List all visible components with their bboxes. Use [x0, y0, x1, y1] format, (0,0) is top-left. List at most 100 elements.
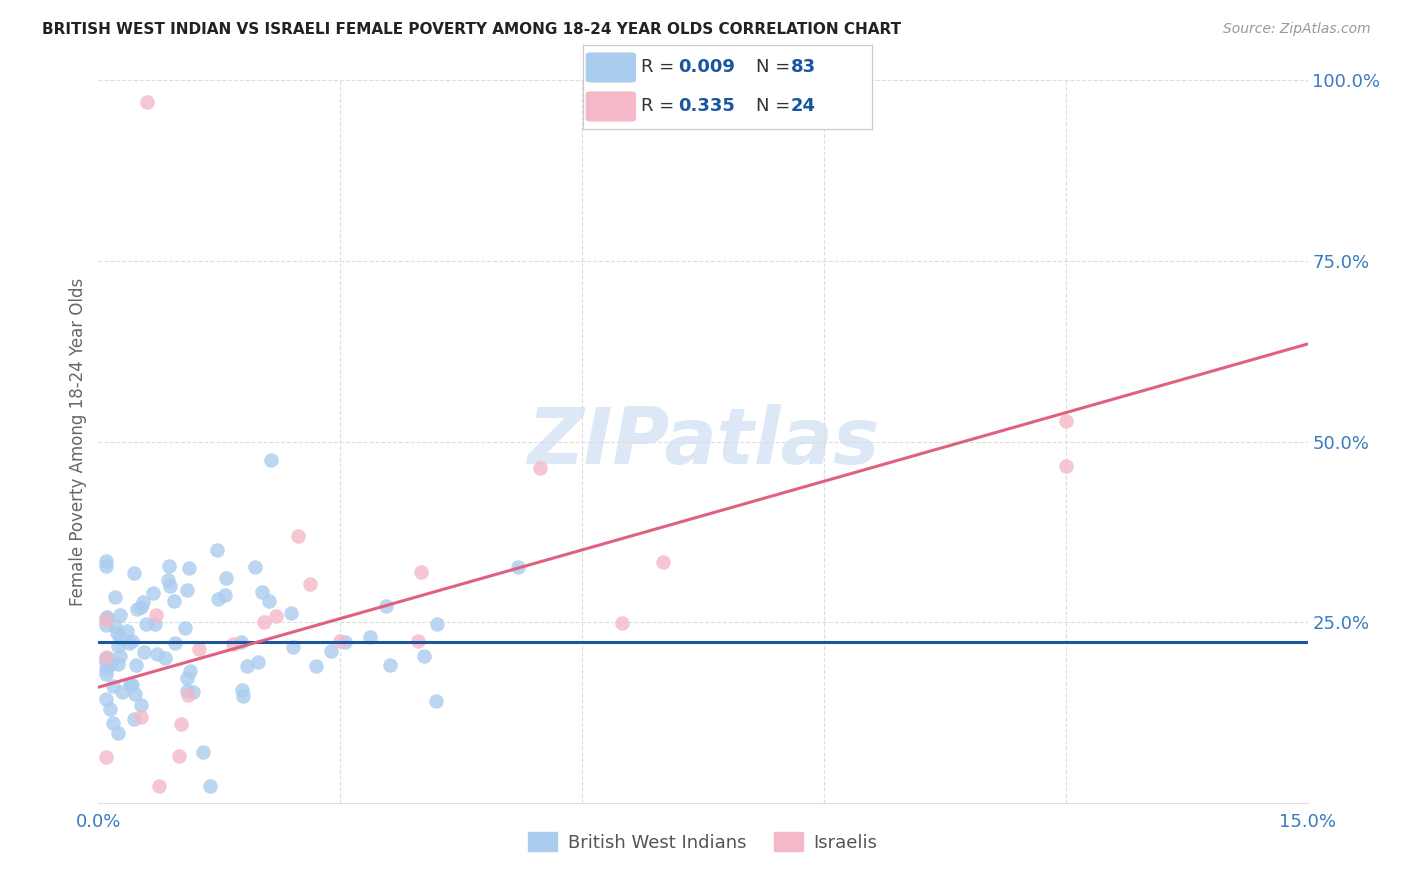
FancyBboxPatch shape — [586, 54, 636, 82]
Point — [157, 573, 180, 587]
Point — [426, 617, 449, 632]
Point — [529, 461, 551, 475]
Point — [108, 649, 131, 664]
Point — [96, 618, 118, 632]
Text: 83: 83 — [792, 59, 815, 77]
Text: N =: N = — [756, 59, 796, 77]
Point — [108, 632, 131, 646]
Point — [375, 599, 398, 613]
Point — [110, 685, 132, 699]
Point — [305, 658, 328, 673]
Point — [181, 685, 204, 699]
Point — [135, 95, 157, 109]
Point — [207, 592, 229, 607]
Text: R =: R = — [641, 59, 681, 77]
Point — [118, 636, 141, 650]
Point — [105, 626, 128, 640]
Y-axis label: Female Poverty Among 18-24 Year Olds: Female Poverty Among 18-24 Year Olds — [69, 277, 87, 606]
Point — [163, 593, 186, 607]
Point — [120, 677, 142, 691]
Point — [298, 577, 321, 591]
Point — [97, 651, 120, 665]
Point — [96, 666, 118, 681]
Point — [96, 613, 118, 627]
Point — [176, 582, 198, 597]
Text: 24: 24 — [792, 97, 815, 115]
Point — [247, 656, 270, 670]
Point — [121, 678, 143, 692]
Point — [329, 634, 352, 648]
Point — [1054, 414, 1077, 428]
Text: BRITISH WEST INDIAN VS ISRAELI FEMALE POVERTY AMONG 18-24 YEAR OLDS CORRELATION : BRITISH WEST INDIAN VS ISRAELI FEMALE PO… — [42, 22, 901, 37]
Point — [143, 616, 166, 631]
Point — [96, 554, 118, 568]
Text: 0.335: 0.335 — [679, 97, 735, 115]
Legend: British West Indians, Israelis: British West Indians, Israelis — [522, 825, 884, 859]
Point — [101, 716, 124, 731]
Point — [129, 710, 152, 724]
Point — [215, 572, 238, 586]
Point — [406, 634, 429, 648]
Point — [652, 555, 675, 569]
Point — [205, 543, 228, 558]
Point — [96, 609, 118, 624]
Point — [176, 684, 198, 698]
Point — [96, 611, 118, 625]
Point — [96, 649, 118, 664]
Point — [250, 585, 273, 599]
Point — [104, 590, 127, 604]
Point — [117, 624, 139, 638]
Point — [148, 779, 170, 793]
Point — [124, 686, 146, 700]
Point — [107, 726, 129, 740]
Point — [107, 639, 129, 653]
Point — [98, 701, 121, 715]
Point — [319, 644, 342, 658]
Point — [176, 671, 198, 685]
Point — [107, 657, 129, 671]
Point — [125, 658, 148, 673]
Point — [287, 529, 309, 543]
Point — [281, 640, 304, 654]
Point — [96, 655, 118, 669]
Point — [260, 452, 283, 467]
Point — [96, 750, 118, 764]
Point — [131, 600, 153, 615]
Text: Source: ZipAtlas.com: Source: ZipAtlas.com — [1223, 22, 1371, 37]
Point — [253, 615, 276, 629]
Text: 0.009: 0.009 — [679, 59, 735, 77]
Text: R =: R = — [641, 97, 681, 115]
Point — [179, 665, 201, 679]
Point — [159, 559, 181, 574]
Point — [174, 622, 197, 636]
Point — [153, 651, 176, 665]
Point — [257, 594, 280, 608]
Point — [100, 657, 122, 671]
Point — [122, 712, 145, 726]
Point — [96, 691, 118, 706]
Point — [104, 619, 127, 633]
Point — [127, 601, 149, 615]
Text: ZIPatlas: ZIPatlas — [527, 403, 879, 480]
Point — [229, 635, 252, 649]
Point — [135, 617, 157, 632]
FancyBboxPatch shape — [586, 92, 636, 120]
Point — [378, 657, 401, 672]
Point — [145, 608, 167, 623]
Point — [101, 679, 124, 693]
Point — [280, 607, 302, 621]
Point — [169, 749, 191, 764]
Point — [243, 560, 266, 574]
Point — [222, 637, 245, 651]
Point — [612, 615, 634, 630]
Point — [214, 588, 236, 602]
Point — [193, 745, 215, 759]
Point — [96, 662, 118, 676]
Point — [146, 647, 169, 661]
Point — [188, 641, 211, 656]
Point — [409, 565, 432, 579]
Point — [232, 689, 254, 703]
Point — [170, 716, 193, 731]
Point — [108, 608, 131, 623]
Text: N =: N = — [756, 97, 796, 115]
